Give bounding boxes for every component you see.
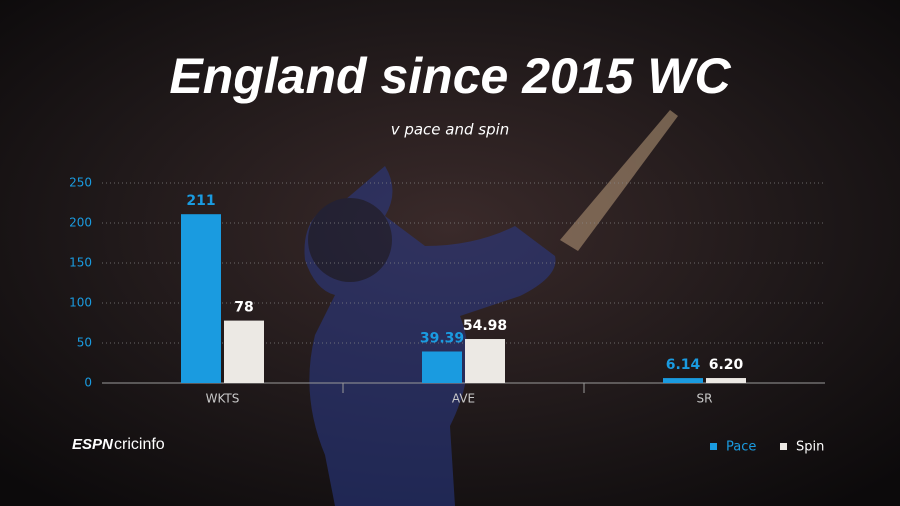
legend-label: Spin <box>796 440 824 455</box>
legend-swatch <box>710 443 717 450</box>
y-tick-label: 50 <box>77 336 92 350</box>
bar <box>181 214 221 383</box>
value-label: 6.14 <box>666 357 701 373</box>
player-silhouette <box>304 110 678 506</box>
bar <box>706 378 746 383</box>
x-tick-label: AVE <box>452 392 475 406</box>
logo-espn: ESPN <box>72 436 114 453</box>
chart-title: England since 2015 WC <box>169 48 731 104</box>
bar <box>663 378 703 383</box>
y-tick-label: 150 <box>69 256 92 270</box>
y-tick-label: 100 <box>69 296 92 310</box>
y-tick-label: 0 <box>84 376 92 390</box>
y-tick-label: 250 <box>69 176 92 190</box>
legend-swatch <box>780 443 787 450</box>
bar <box>465 339 505 383</box>
value-label: 39.39 <box>420 330 464 346</box>
logo-cricinfo: cricinfo <box>114 436 165 453</box>
bar <box>224 320 264 383</box>
value-label: 78 <box>234 300 253 316</box>
x-tick-label: SR <box>697 392 713 406</box>
value-label: 54.98 <box>463 318 507 334</box>
legend-label: Pace <box>726 440 756 455</box>
chart-subtitle: v pace and spin <box>391 121 510 139</box>
value-label: 211 <box>186 193 215 209</box>
value-label: 6.20 <box>709 357 744 373</box>
x-tick-label: WKTS <box>206 392 240 406</box>
y-tick-label: 200 <box>69 216 92 230</box>
bar <box>422 351 462 383</box>
